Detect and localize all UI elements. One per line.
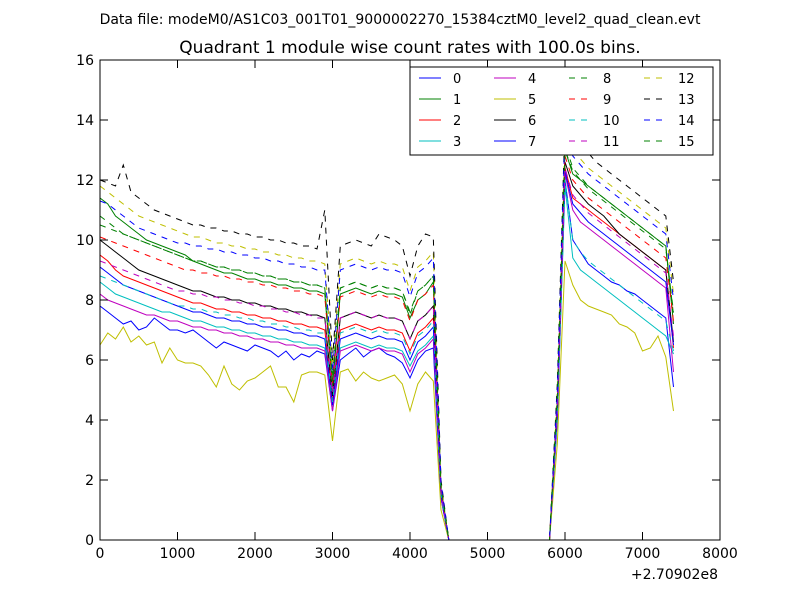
y-tick-label: 6 [85, 353, 94, 369]
series-line-12 [100, 131, 674, 540]
legend-label-2: 2 [453, 114, 461, 129]
x-tick-label: 1000 [160, 546, 196, 562]
x-tick-label: 8000 [702, 546, 738, 562]
x-tick-label: 5000 [470, 546, 506, 562]
legend-label-13: 13 [678, 93, 695, 108]
x-tick-label: 3000 [315, 546, 351, 562]
y-tick-label: 16 [76, 53, 94, 69]
legend-label-11: 11 [603, 135, 620, 150]
legend-label-8: 8 [603, 72, 611, 87]
legend-label-12: 12 [678, 72, 695, 87]
legend-label-0: 0 [453, 72, 461, 87]
legend-label-4: 4 [528, 72, 536, 87]
legend-label-6: 6 [528, 114, 536, 129]
legend-label-10: 10 [603, 114, 620, 129]
x-tick-label: 0 [96, 546, 105, 562]
y-tick-label: 0 [85, 533, 94, 549]
series-line-5 [100, 260, 674, 540]
x-tick-label: 7000 [625, 546, 661, 562]
series-line-3 [100, 185, 674, 540]
chart-title: Quadrant 1 module wise count rates with … [179, 38, 640, 58]
legend-label-1: 1 [453, 93, 461, 108]
x-tick-label: 6000 [547, 546, 583, 562]
series-lines-layer [100, 118, 674, 540]
y-tick-label: 8 [85, 293, 94, 309]
series-line-4 [100, 173, 674, 540]
legend-label-5: 5 [528, 93, 536, 108]
y-tick-label: 10 [76, 233, 94, 249]
y-tick-label: 2 [85, 473, 94, 489]
y-tick-label: 12 [76, 173, 94, 189]
y-tick-label: 14 [76, 113, 94, 129]
legend-label-7: 7 [528, 135, 536, 150]
legend-label-15: 15 [678, 135, 695, 150]
legend-label-14: 14 [678, 114, 695, 129]
series-line-7 [100, 170, 674, 540]
series-line-11 [100, 167, 674, 540]
figure-suptitle: Data file: modeM0/AS1C03_001T01_90000022… [100, 12, 701, 28]
legend-label-3: 3 [453, 135, 461, 150]
x-tick-label: 4000 [392, 546, 428, 562]
legend-box [409, 66, 714, 156]
axes-layer: 0 1000 2000 3000 4000 5000 6000 7000 80000246810… [76, 53, 738, 562]
x-offset-label: +2.70902e8 [631, 567, 718, 583]
series-line-2 [100, 167, 674, 540]
series-line-15 [100, 149, 674, 540]
x-tick-label: 2000 [237, 546, 273, 562]
y-tick-label: 4 [85, 413, 94, 429]
series-line-1 [100, 149, 674, 540]
series-line-9 [100, 155, 674, 540]
legend-label-9: 9 [603, 93, 611, 108]
series-line-10 [100, 179, 674, 540]
series-line-14 [100, 128, 674, 540]
